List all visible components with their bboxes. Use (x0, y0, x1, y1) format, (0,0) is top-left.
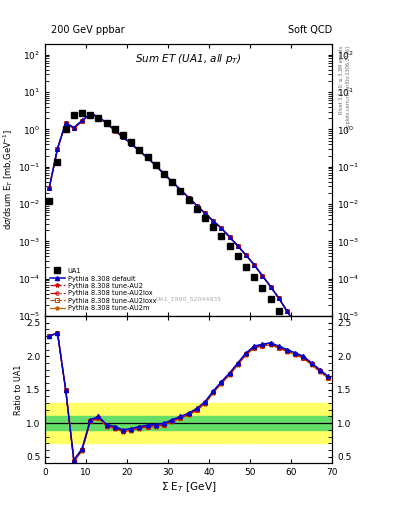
Text: Sum ET (UA1, all $\mathit{p_T}$): Sum ET (UA1, all $\mathit{p_T}$) (136, 52, 242, 66)
Text: UA1_1990_S2044935: UA1_1990_S2044935 (156, 297, 222, 303)
Text: 200 GeV ppbar: 200 GeV ppbar (51, 25, 125, 35)
X-axis label: $\Sigma$ E$_T$ [GeV]: $\Sigma$ E$_T$ [GeV] (161, 480, 216, 494)
Y-axis label: d$\sigma$/dsum E$_T$ [mb,GeV$^{-1}$]: d$\sigma$/dsum E$_T$ [mb,GeV$^{-1}$] (1, 129, 15, 230)
Text: mcplots.cern.ch [arXiv:1306.3436]: mcplots.cern.ch [arXiv:1306.3436] (346, 46, 351, 131)
Legend: UA1, Pythia 8.308 default, Pythia 8.308 tune-AU2, Pythia 8.308 tune-AU2lox, Pyth: UA1, Pythia 8.308 default, Pythia 8.308 … (48, 266, 158, 313)
Text: Rivet 3.1.10; ≥ 3.3M events: Rivet 3.1.10; ≥ 3.3M events (339, 46, 344, 115)
Text: Soft QCD: Soft QCD (288, 25, 332, 35)
Y-axis label: Ratio to UA1: Ratio to UA1 (14, 365, 23, 415)
